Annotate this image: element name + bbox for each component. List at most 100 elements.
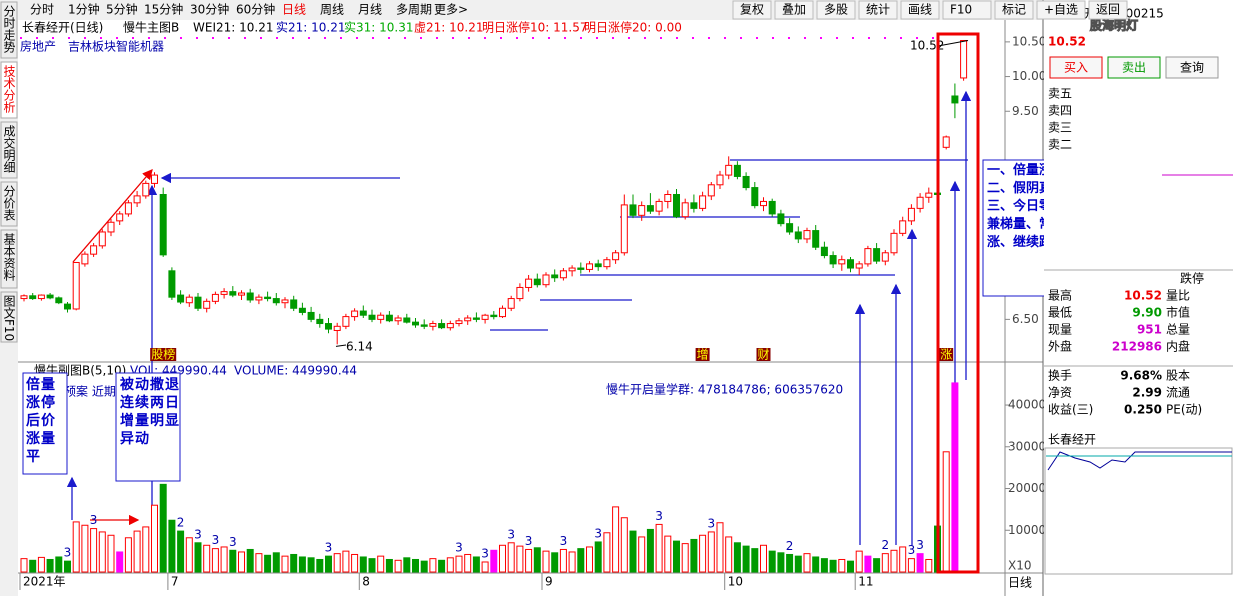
toolbar-button-label[interactable]: 复权	[740, 3, 764, 17]
side-tab[interactable]	[0, 181, 18, 227]
candle-body	[168, 270, 176, 298]
trade-button[interactable]	[1107, 56, 1161, 79]
event-marker[interactable]	[756, 348, 771, 361]
volume-bar	[72, 521, 80, 573]
toolbar-tab[interactable]: 月线	[358, 3, 382, 17]
candle-body	[586, 263, 593, 270]
toolbar-tab[interactable]: 多周期	[396, 3, 432, 17]
side-tab[interactable]	[0, 229, 18, 289]
candle-body	[412, 321, 419, 326]
trade-button[interactable]	[1165, 56, 1219, 79]
trade-button-label[interactable]: 卖出	[1122, 61, 1146, 75]
toolbar-button[interactable]	[900, 0, 940, 20]
candle-body	[290, 299, 298, 309]
volume-bar	[481, 561, 489, 573]
sector: 吉林板块智能机器	[68, 39, 164, 54]
volume-bar	[412, 558, 419, 573]
side-tab-label[interactable]: 分价表	[2, 185, 16, 221]
candle-body	[742, 175, 750, 189]
candle-body	[812, 230, 820, 248]
event-marker[interactable]	[939, 348, 954, 361]
volume-bar	[673, 540, 680, 573]
volume-bar	[768, 550, 776, 573]
volume-bar	[185, 537, 193, 573]
candle-body	[699, 195, 707, 209]
note-box	[22, 372, 68, 475]
toolbar-button[interactable]	[816, 0, 856, 20]
toolbar-button-label[interactable]: +自选	[1044, 3, 1078, 17]
side-tab-label[interactable]: 技术分析	[2, 65, 16, 114]
event-marker[interactable]	[150, 348, 177, 361]
y-tick-label: 20000	[1008, 481, 1046, 495]
toolbar-button[interactable]	[732, 0, 772, 20]
toolbar-button[interactable]	[858, 0, 898, 20]
candle-body	[907, 207, 915, 222]
x-tick-label: 9	[545, 575, 553, 589]
toolbar-button-label[interactable]: 统计	[866, 3, 890, 17]
candle-body	[499, 307, 506, 318]
toolbar-button-label[interactable]: 标记	[1002, 3, 1026, 17]
toolbar-tab[interactable]: 日线	[282, 3, 306, 17]
toolbar-button[interactable]	[942, 0, 992, 20]
ask-label: 卖二	[1048, 138, 1072, 152]
candle-body	[316, 318, 324, 325]
candle-body	[472, 317, 480, 320]
side-tab-label[interactable]: 基本资料	[2, 233, 16, 281]
volume-bar	[64, 560, 71, 573]
trade-button-label[interactable]: 买入	[1064, 61, 1088, 75]
pointer	[937, 39, 969, 47]
toolbar-button-label[interactable]: 叠加	[782, 3, 806, 17]
toolbar-button[interactable]	[774, 0, 814, 20]
side-tab-label[interactable]: 图文F10	[2, 295, 16, 341]
candle-body	[403, 317, 411, 323]
toolbar-tab[interactable]: 更多>	[434, 3, 468, 17]
candle-body	[298, 307, 306, 313]
toolbar-button[interactable]	[1036, 0, 1086, 20]
side-tab[interactable]	[0, 1, 18, 59]
trade-button-label[interactable]: 查询	[1180, 61, 1204, 75]
side-tab-label[interactable]: 成交明细	[2, 125, 16, 173]
mini-chart-line	[1047, 451, 1232, 471]
candle-body	[46, 294, 54, 299]
candle-body	[255, 296, 263, 301]
toolbar-tab[interactable]: 60分钟	[236, 2, 275, 17]
toolbar-button[interactable]	[1088, 0, 1128, 20]
toolbar-tab[interactable]: 周线	[320, 3, 344, 17]
side-tab[interactable]	[0, 291, 18, 343]
toolbar-tab[interactable]: 15分钟	[144, 2, 183, 17]
period-tab[interactable]: 日线	[1008, 576, 1032, 590]
toolbar-button-label[interactable]: 返回	[1096, 3, 1120, 17]
volume-note: 2	[881, 538, 889, 552]
ask-label: 卖五	[1048, 87, 1072, 101]
volume-bar	[194, 542, 202, 573]
volume-bar	[786, 553, 794, 573]
event-marker-label[interactable]: 增	[697, 348, 709, 362]
candle-body	[90, 245, 98, 255]
toolbar-button-label[interactable]: 画线	[908, 3, 932, 17]
toolbar-tab[interactable]: 5分钟	[106, 2, 138, 17]
toolbar-button-label[interactable]: F10	[950, 3, 972, 17]
toolbar-tab[interactable]: 分时	[30, 3, 54, 17]
toolbar-button-label[interactable]: 多股	[824, 3, 848, 17]
event-marker-label[interactable]: 财	[757, 348, 769, 362]
pointer	[335, 344, 347, 347]
stat-label: 股本	[1166, 369, 1190, 383]
side-tab[interactable]	[0, 61, 18, 119]
side-tab[interactable]	[0, 121, 18, 179]
volume-note: 3	[594, 526, 602, 540]
event-marker-label[interactable]: 涨	[940, 347, 952, 362]
indicator-value: 明日涨停20: 0.00	[584, 20, 682, 35]
toolbar-tab[interactable]: 1分钟	[68, 2, 100, 17]
event-marker[interactable]	[695, 348, 710, 361]
trade-button[interactable]	[1049, 56, 1103, 79]
volume-bar	[681, 543, 689, 573]
stat-label: 流通	[1166, 386, 1190, 400]
side-tab-label[interactable]: 分时走势	[2, 5, 16, 53]
stat-label: 最高	[1048, 288, 1072, 303]
event-marker-label[interactable]: 股榜	[151, 347, 175, 362]
volume-bar	[742, 545, 750, 573]
toolbar-button[interactable]	[994, 0, 1034, 20]
volume-bar	[98, 531, 106, 573]
toolbar-tab[interactable]: 30分钟	[190, 2, 229, 17]
